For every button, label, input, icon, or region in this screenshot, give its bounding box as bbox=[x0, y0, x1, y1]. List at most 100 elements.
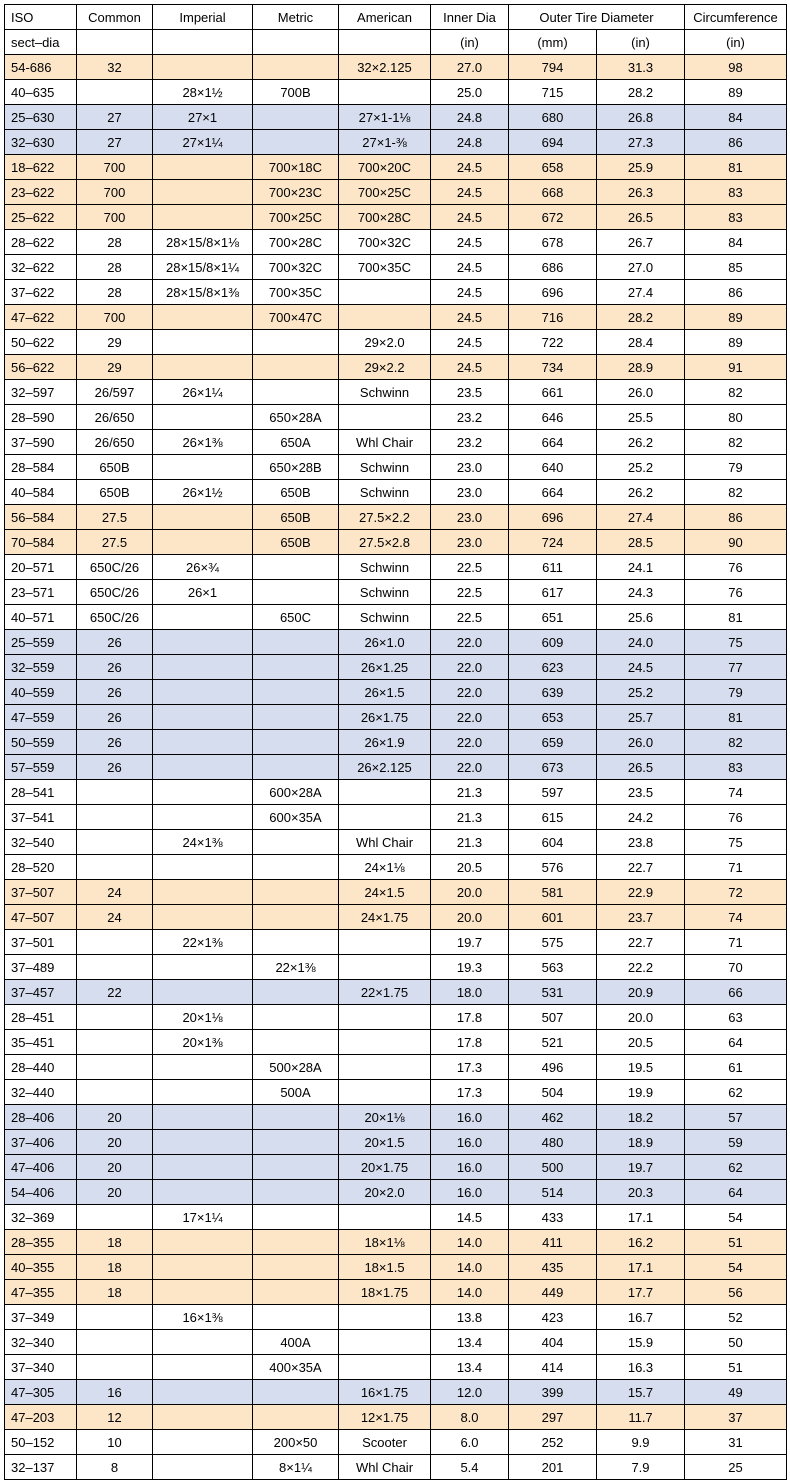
table-cell: 650C/26 bbox=[77, 580, 153, 605]
th-imperial: Imperial bbox=[153, 5, 253, 30]
table-cell: 56–622 bbox=[5, 355, 77, 380]
table-cell: 19.7 bbox=[431, 930, 509, 955]
th-inner-unit: (in) bbox=[431, 30, 509, 55]
table-cell: 37–590 bbox=[5, 430, 77, 455]
table-cell: 28×15/8×1⅛ bbox=[153, 230, 253, 255]
table-cell: 27.4 bbox=[597, 505, 685, 530]
table-row: 28–3551818×1⅛14.041116.251 bbox=[5, 1230, 787, 1255]
table-cell: 24.5 bbox=[431, 355, 509, 380]
table-cell bbox=[153, 355, 253, 380]
table-cell: 28.2 bbox=[597, 80, 685, 105]
table-cell: 22.2 bbox=[597, 955, 685, 980]
table-cell: 20×1.75 bbox=[339, 1155, 431, 1180]
table-cell: 27.5 bbox=[77, 530, 153, 555]
table-cell: 25.0 bbox=[431, 80, 509, 105]
table-cell: 20×1.5 bbox=[339, 1130, 431, 1155]
table-cell: 22.0 bbox=[431, 680, 509, 705]
table-cell bbox=[339, 930, 431, 955]
table-cell: 611 bbox=[509, 555, 597, 580]
table-cell: 28 bbox=[77, 280, 153, 305]
table-row: 57–5592626×2.12522.067326.583 bbox=[5, 755, 787, 780]
table-cell: 28–541 bbox=[5, 780, 77, 805]
table-cell bbox=[153, 55, 253, 80]
table-cell: Scooter bbox=[339, 1430, 431, 1455]
table-cell: 18.0 bbox=[431, 980, 509, 1005]
table-cell bbox=[153, 330, 253, 355]
table-cell: 70 bbox=[685, 955, 787, 980]
th-blank bbox=[77, 30, 153, 55]
table-cell: 56 bbox=[685, 1280, 787, 1305]
table-row: 50–5592626×1.922.065926.082 bbox=[5, 730, 787, 755]
table-cell: 26 bbox=[77, 680, 153, 705]
table-cell: 14.0 bbox=[431, 1280, 509, 1305]
table-cell bbox=[253, 1180, 339, 1205]
table-cell: 26 bbox=[77, 630, 153, 655]
table-cell: 5.4 bbox=[431, 1455, 509, 1480]
table-cell: 794 bbox=[509, 55, 597, 80]
table-cell: 82 bbox=[685, 430, 787, 455]
table-cell: 26 bbox=[77, 755, 153, 780]
table-cell bbox=[77, 1330, 153, 1355]
table-cell: 659 bbox=[509, 730, 597, 755]
table-cell: 16×1.75 bbox=[339, 1380, 431, 1405]
table-row: 28–584650B650×28BSchwinn23.064025.279 bbox=[5, 455, 787, 480]
th-blank bbox=[153, 30, 253, 55]
table-cell: 423 bbox=[509, 1305, 597, 1330]
table-cell bbox=[153, 1355, 253, 1380]
table-cell bbox=[253, 1105, 339, 1130]
table-cell: 201 bbox=[509, 1455, 597, 1480]
table-cell: 29 bbox=[77, 330, 153, 355]
table-cell: 26.0 bbox=[597, 380, 685, 405]
table-cell bbox=[253, 380, 339, 405]
table-cell: 31 bbox=[685, 1430, 787, 1455]
table-cell bbox=[153, 680, 253, 705]
table-cell: 86 bbox=[685, 280, 787, 305]
table-cell: 24 bbox=[77, 880, 153, 905]
table-cell: 28.9 bbox=[597, 355, 685, 380]
table-cell bbox=[253, 355, 339, 380]
table-cell: 507 bbox=[509, 1005, 597, 1030]
table-cell: 21.3 bbox=[431, 780, 509, 805]
table-cell: 37–349 bbox=[5, 1305, 77, 1330]
table-cell: 57–559 bbox=[5, 755, 77, 780]
th-outer-mm: (mm) bbox=[509, 30, 597, 55]
table-row: 54–4062020×2.016.051420.364 bbox=[5, 1180, 787, 1205]
table-cell: 650C bbox=[253, 605, 339, 630]
table-row: 56–58427.5650B27.5×2.223.069627.486 bbox=[5, 505, 787, 530]
table-cell: 9.9 bbox=[597, 1430, 685, 1455]
table-cell: 24×1.5 bbox=[339, 880, 431, 905]
table-cell: 20 bbox=[77, 1130, 153, 1155]
table-cell: 700 bbox=[77, 205, 153, 230]
table-row: 40–584650B26×1½650BSchwinn23.066426.282 bbox=[5, 480, 787, 505]
table-cell: 79 bbox=[685, 455, 787, 480]
table-cell bbox=[253, 930, 339, 955]
table-cell: 650×28A bbox=[253, 405, 339, 430]
table-cell: 27.5 bbox=[77, 505, 153, 530]
table-cell: Whl Chair bbox=[339, 430, 431, 455]
table-cell bbox=[253, 580, 339, 605]
table-cell bbox=[153, 505, 253, 530]
table-cell: 700×35C bbox=[253, 280, 339, 305]
table-cell: 22×1⅜ bbox=[253, 955, 339, 980]
table-cell bbox=[339, 1330, 431, 1355]
table-cell: 658 bbox=[509, 155, 597, 180]
table-cell: 27×1-1⅛ bbox=[339, 105, 431, 130]
table-cell: 26 bbox=[77, 655, 153, 680]
table-cell: 22.5 bbox=[431, 555, 509, 580]
table-row: 37–541600×35A21.361524.276 bbox=[5, 805, 787, 830]
table-cell bbox=[153, 605, 253, 630]
table-cell bbox=[339, 1355, 431, 1380]
table-cell: 12.0 bbox=[431, 1380, 509, 1405]
table-cell: 22.5 bbox=[431, 580, 509, 605]
table-row: 28–440500×28A17.349619.561 bbox=[5, 1055, 787, 1080]
table-cell: 23–571 bbox=[5, 580, 77, 605]
table-cell: 21.3 bbox=[431, 830, 509, 855]
table-cell: 37–489 bbox=[5, 955, 77, 980]
table-cell: 26×1.5 bbox=[339, 680, 431, 705]
table-cell: 700×35C bbox=[339, 255, 431, 280]
table-cell: 74 bbox=[685, 780, 787, 805]
table-cell: 80 bbox=[685, 405, 787, 430]
table-cell: 696 bbox=[509, 505, 597, 530]
table-cell: 18×1.75 bbox=[339, 1280, 431, 1305]
table-row: 28–541600×28A21.359723.574 bbox=[5, 780, 787, 805]
